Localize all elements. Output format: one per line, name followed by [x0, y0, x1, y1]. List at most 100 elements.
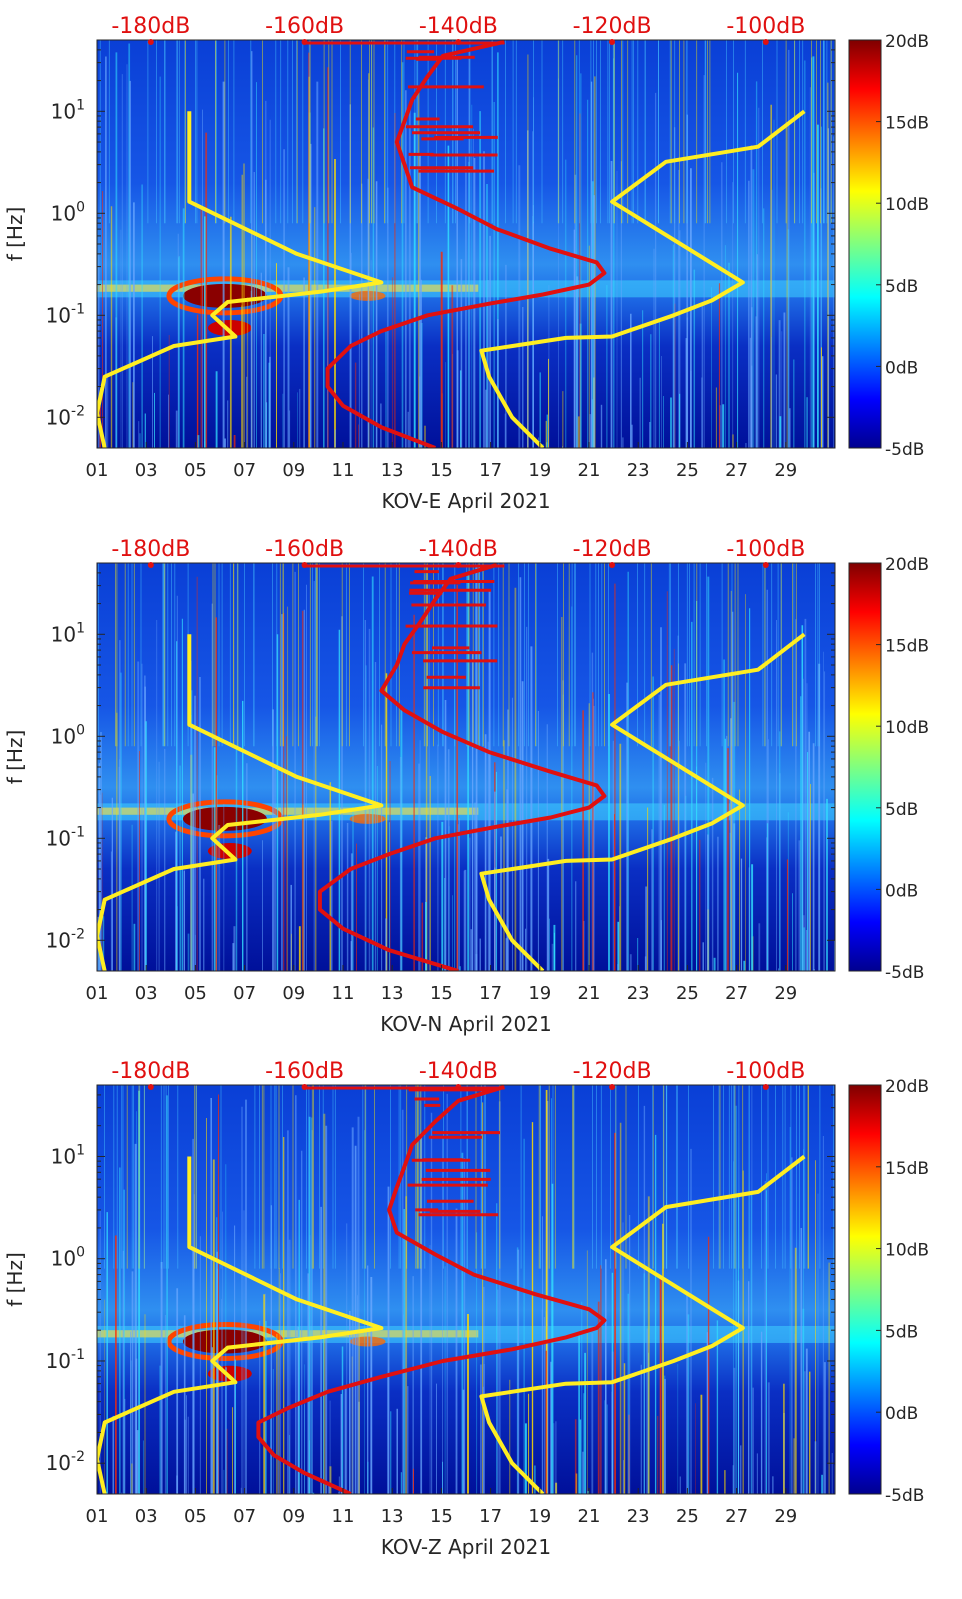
top-axis-label: -100dB — [726, 14, 805, 39]
high-noise-model-line — [479, 1154, 806, 1494]
x-tick-label: 13 — [381, 1506, 404, 1527]
colorbar-tick-label: 20dB — [885, 32, 929, 52]
x-tick-label: 15 — [430, 1506, 453, 1527]
x-tick-label: 07 — [233, 460, 256, 481]
x-tick-label: 07 — [233, 1506, 256, 1527]
top-axis-label: -120dB — [573, 1059, 652, 1084]
colorbar-tick-label: 15dB — [885, 637, 929, 657]
top-tick-mark — [762, 562, 769, 568]
x-tick-label: 13 — [381, 983, 404, 1004]
top-axis-label: -180dB — [111, 14, 190, 39]
x-tick-label: 27 — [725, 460, 748, 481]
colorbar-tick-label: 5dB — [885, 800, 918, 820]
colorbar-tick-label: 10dB — [885, 195, 929, 215]
colorbar-tick-label: 0dB — [885, 358, 918, 378]
colorbar-tick-label: 10dB — [885, 718, 929, 738]
y-axis-label: f [Hz] — [3, 207, 27, 262]
colorbar-tick-label: 0dB — [885, 1404, 918, 1424]
x-tick-label: 11 — [332, 1506, 355, 1527]
top-axis-label: -140dB — [419, 537, 498, 562]
x-tick-label: 21 — [578, 460, 601, 481]
top-axis-label: -160dB — [265, 1059, 344, 1084]
x-tick-label: 23 — [627, 460, 650, 481]
x-tick-label: 15 — [430, 460, 453, 481]
x-tick-label: 21 — [578, 1506, 601, 1527]
top-axis-label: -180dB — [111, 1059, 190, 1084]
high-noise-model-line — [479, 632, 806, 971]
colorbar — [848, 1084, 882, 1495]
low-noise-model-line — [97, 634, 384, 971]
event-patch — [349, 813, 386, 824]
x-tick-label: 29 — [774, 983, 797, 1004]
x-tick-label: 11 — [332, 460, 355, 481]
colorbar-tick-label: 20dB — [885, 1077, 929, 1097]
psd-curve — [325, 40, 607, 448]
psd-curve — [256, 1085, 607, 1494]
y-tick-label: 10-2 — [46, 1449, 85, 1475]
top-axis-label: -160dB — [265, 14, 344, 39]
colorbar-tick-label: 0dB — [885, 881, 918, 901]
x-axis-label: KOV-Z April 2021 — [381, 1535, 551, 1559]
x-tick-label: 15 — [430, 983, 453, 1004]
top-axis-label: -160dB — [265, 537, 344, 562]
x-axis-label: KOV-N April 2021 — [380, 1012, 551, 1036]
colorbar-tick-label: -5dB — [885, 963, 924, 983]
top-axis-label: -140dB — [419, 14, 498, 39]
y-tick-label: 10-1 — [46, 301, 85, 327]
colorbar-tick-label: 10dB — [885, 1241, 929, 1261]
y-tick-label: 101 — [51, 97, 85, 123]
top-tick-mark — [609, 1084, 616, 1090]
colorbar-tick-label: 15dB — [885, 114, 929, 134]
top-tick-mark — [455, 39, 462, 45]
x-tick-label: 25 — [676, 1506, 699, 1527]
y-tick-label: 10-2 — [46, 926, 85, 952]
x-tick-label: 29 — [774, 1506, 797, 1527]
colorbar — [848, 562, 882, 972]
top-tick-mark — [762, 1084, 769, 1090]
x-tick-label: 03 — [135, 1506, 158, 1527]
colorbar-tick-label: 15dB — [885, 1159, 929, 1179]
microseism-peak-band — [97, 1330, 479, 1338]
x-tick-label: 17 — [479, 983, 502, 1004]
y-tick-label: 10-1 — [46, 1347, 85, 1373]
x-tick-label: 01 — [86, 1506, 109, 1527]
colorbar-tick-label: 5dB — [885, 1322, 918, 1342]
y-axis-label: f [Hz] — [3, 1252, 27, 1307]
top-axis-label: -120dB — [573, 537, 652, 562]
y-tick-label: 101 — [51, 1142, 85, 1168]
x-tick-label: 21 — [578, 983, 601, 1004]
x-tick-label: 29 — [774, 460, 797, 481]
y-axis-label: f [Hz] — [3, 730, 27, 785]
top-tick-mark — [301, 39, 308, 45]
top-tick-mark — [609, 562, 616, 568]
top-tick-mark — [147, 1084, 154, 1090]
x-tick-label: 05 — [184, 1506, 207, 1527]
colorbar-tick-label: 5dB — [885, 277, 918, 297]
x-tick-label: 09 — [282, 460, 305, 481]
colorbar-tick-label: -5dB — [885, 1486, 924, 1506]
top-tick-mark — [455, 562, 462, 568]
x-tick-label: 01 — [86, 983, 109, 1004]
x-tick-label: 17 — [479, 1506, 502, 1527]
top-tick-mark — [147, 39, 154, 45]
storm-event-secondary — [207, 843, 252, 860]
spectrogram-panel-kov-n: 01 03 05 07 09 11 13 15 17 19 21 23 25 27 29 KOV-N Apri… — [3, 537, 929, 1036]
x-tick-label: 19 — [528, 1506, 551, 1527]
low-noise-model-line — [97, 111, 384, 448]
x-tick-label: 01 — [86, 460, 109, 481]
x-tick-label: 17 — [479, 460, 502, 481]
top-tick-mark — [609, 39, 616, 45]
x-tick-label: 25 — [676, 983, 699, 1004]
x-tick-label: 05 — [184, 460, 207, 481]
x-tick-label: 19 — [528, 460, 551, 481]
top-tick-mark — [455, 1084, 462, 1090]
top-axis-label: -100dB — [726, 537, 805, 562]
psd-curve — [317, 563, 607, 971]
top-tick-mark — [301, 1084, 308, 1090]
top-axis-label: -120dB — [573, 14, 652, 39]
x-tick-label: 03 — [135, 460, 158, 481]
plot-area — [97, 1085, 835, 1494]
colorbar-tick-label: -5dB — [885, 440, 924, 460]
x-tick-label: 13 — [381, 460, 404, 481]
